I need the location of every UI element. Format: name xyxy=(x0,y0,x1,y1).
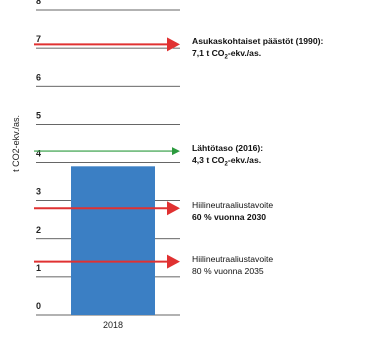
annotation-subscript: 2 xyxy=(224,55,228,62)
annotation-line-2-text: 80 % vuonna 2035 xyxy=(192,265,264,276)
annotation-line-2: 60 % vuonna 2030 xyxy=(192,211,377,223)
y-tick-label: 8 xyxy=(36,0,41,6)
reference-annotation: Hiilineutraaliustavoite 60 % vuonna 2030 xyxy=(192,199,377,223)
annotation-line-2-text: 4,3 t CO xyxy=(192,155,225,166)
annotation-subscript: 2 xyxy=(224,161,228,168)
y-tick-label: 2 xyxy=(36,225,41,235)
annotation-line-1: Hiilineutraaliustavoite xyxy=(192,200,274,211)
annotation-line-2-text: 7,1 t CO xyxy=(192,48,225,59)
reference-arrow-head xyxy=(167,254,180,269)
annotation-line-2: 7,1 t CO2-ekv./as. xyxy=(192,47,377,64)
annotation-line-2: 4,3 t CO2-ekv./as. xyxy=(192,154,377,171)
annotation-line-1: Lähtötaso (2016): xyxy=(192,143,264,154)
annotation-line-2-suffix: -ekv./as. xyxy=(227,48,262,59)
x-category-label: 2018 xyxy=(103,320,123,330)
annotation-line-2: 80 % vuonna 2035 xyxy=(192,265,377,277)
y-tick-label: 1 xyxy=(36,263,41,273)
reference-annotation: Lähtötaso (2016): 4,3 t CO2-ekv./as. xyxy=(192,142,377,171)
y-tick-label: 0 xyxy=(36,301,41,311)
y-tick-label: 3 xyxy=(36,187,41,197)
annotation-line-2-suffix: -ekv./as. xyxy=(227,155,262,166)
reference-arrow-head xyxy=(167,37,180,52)
reference-arrow-head xyxy=(167,201,180,216)
annotation-line-1: Hiilineutraaliustavoite xyxy=(192,253,274,264)
reference-annotation: Hiilineutraaliustavoite 80 % vuonna 2035 xyxy=(192,253,377,277)
reference-annotation: Asukaskohtaiset päästöt (1990): 7,1 t CO2… xyxy=(192,35,377,64)
annotation-line-2-text: 60 % vuonna 2030 xyxy=(192,212,267,223)
y-tick-label: 5 xyxy=(36,110,41,120)
y-tick-label: 7 xyxy=(36,34,41,44)
bar xyxy=(71,166,155,315)
annotation-line-1: Asukaskohtaiset päästöt (1990): xyxy=(192,36,324,47)
y-axis-label: t CO2-ekv./as. xyxy=(11,115,21,172)
y-tick-label: 4 xyxy=(36,149,41,159)
reference-arrow-head xyxy=(172,147,180,156)
y-tick-label: 6 xyxy=(36,72,41,82)
